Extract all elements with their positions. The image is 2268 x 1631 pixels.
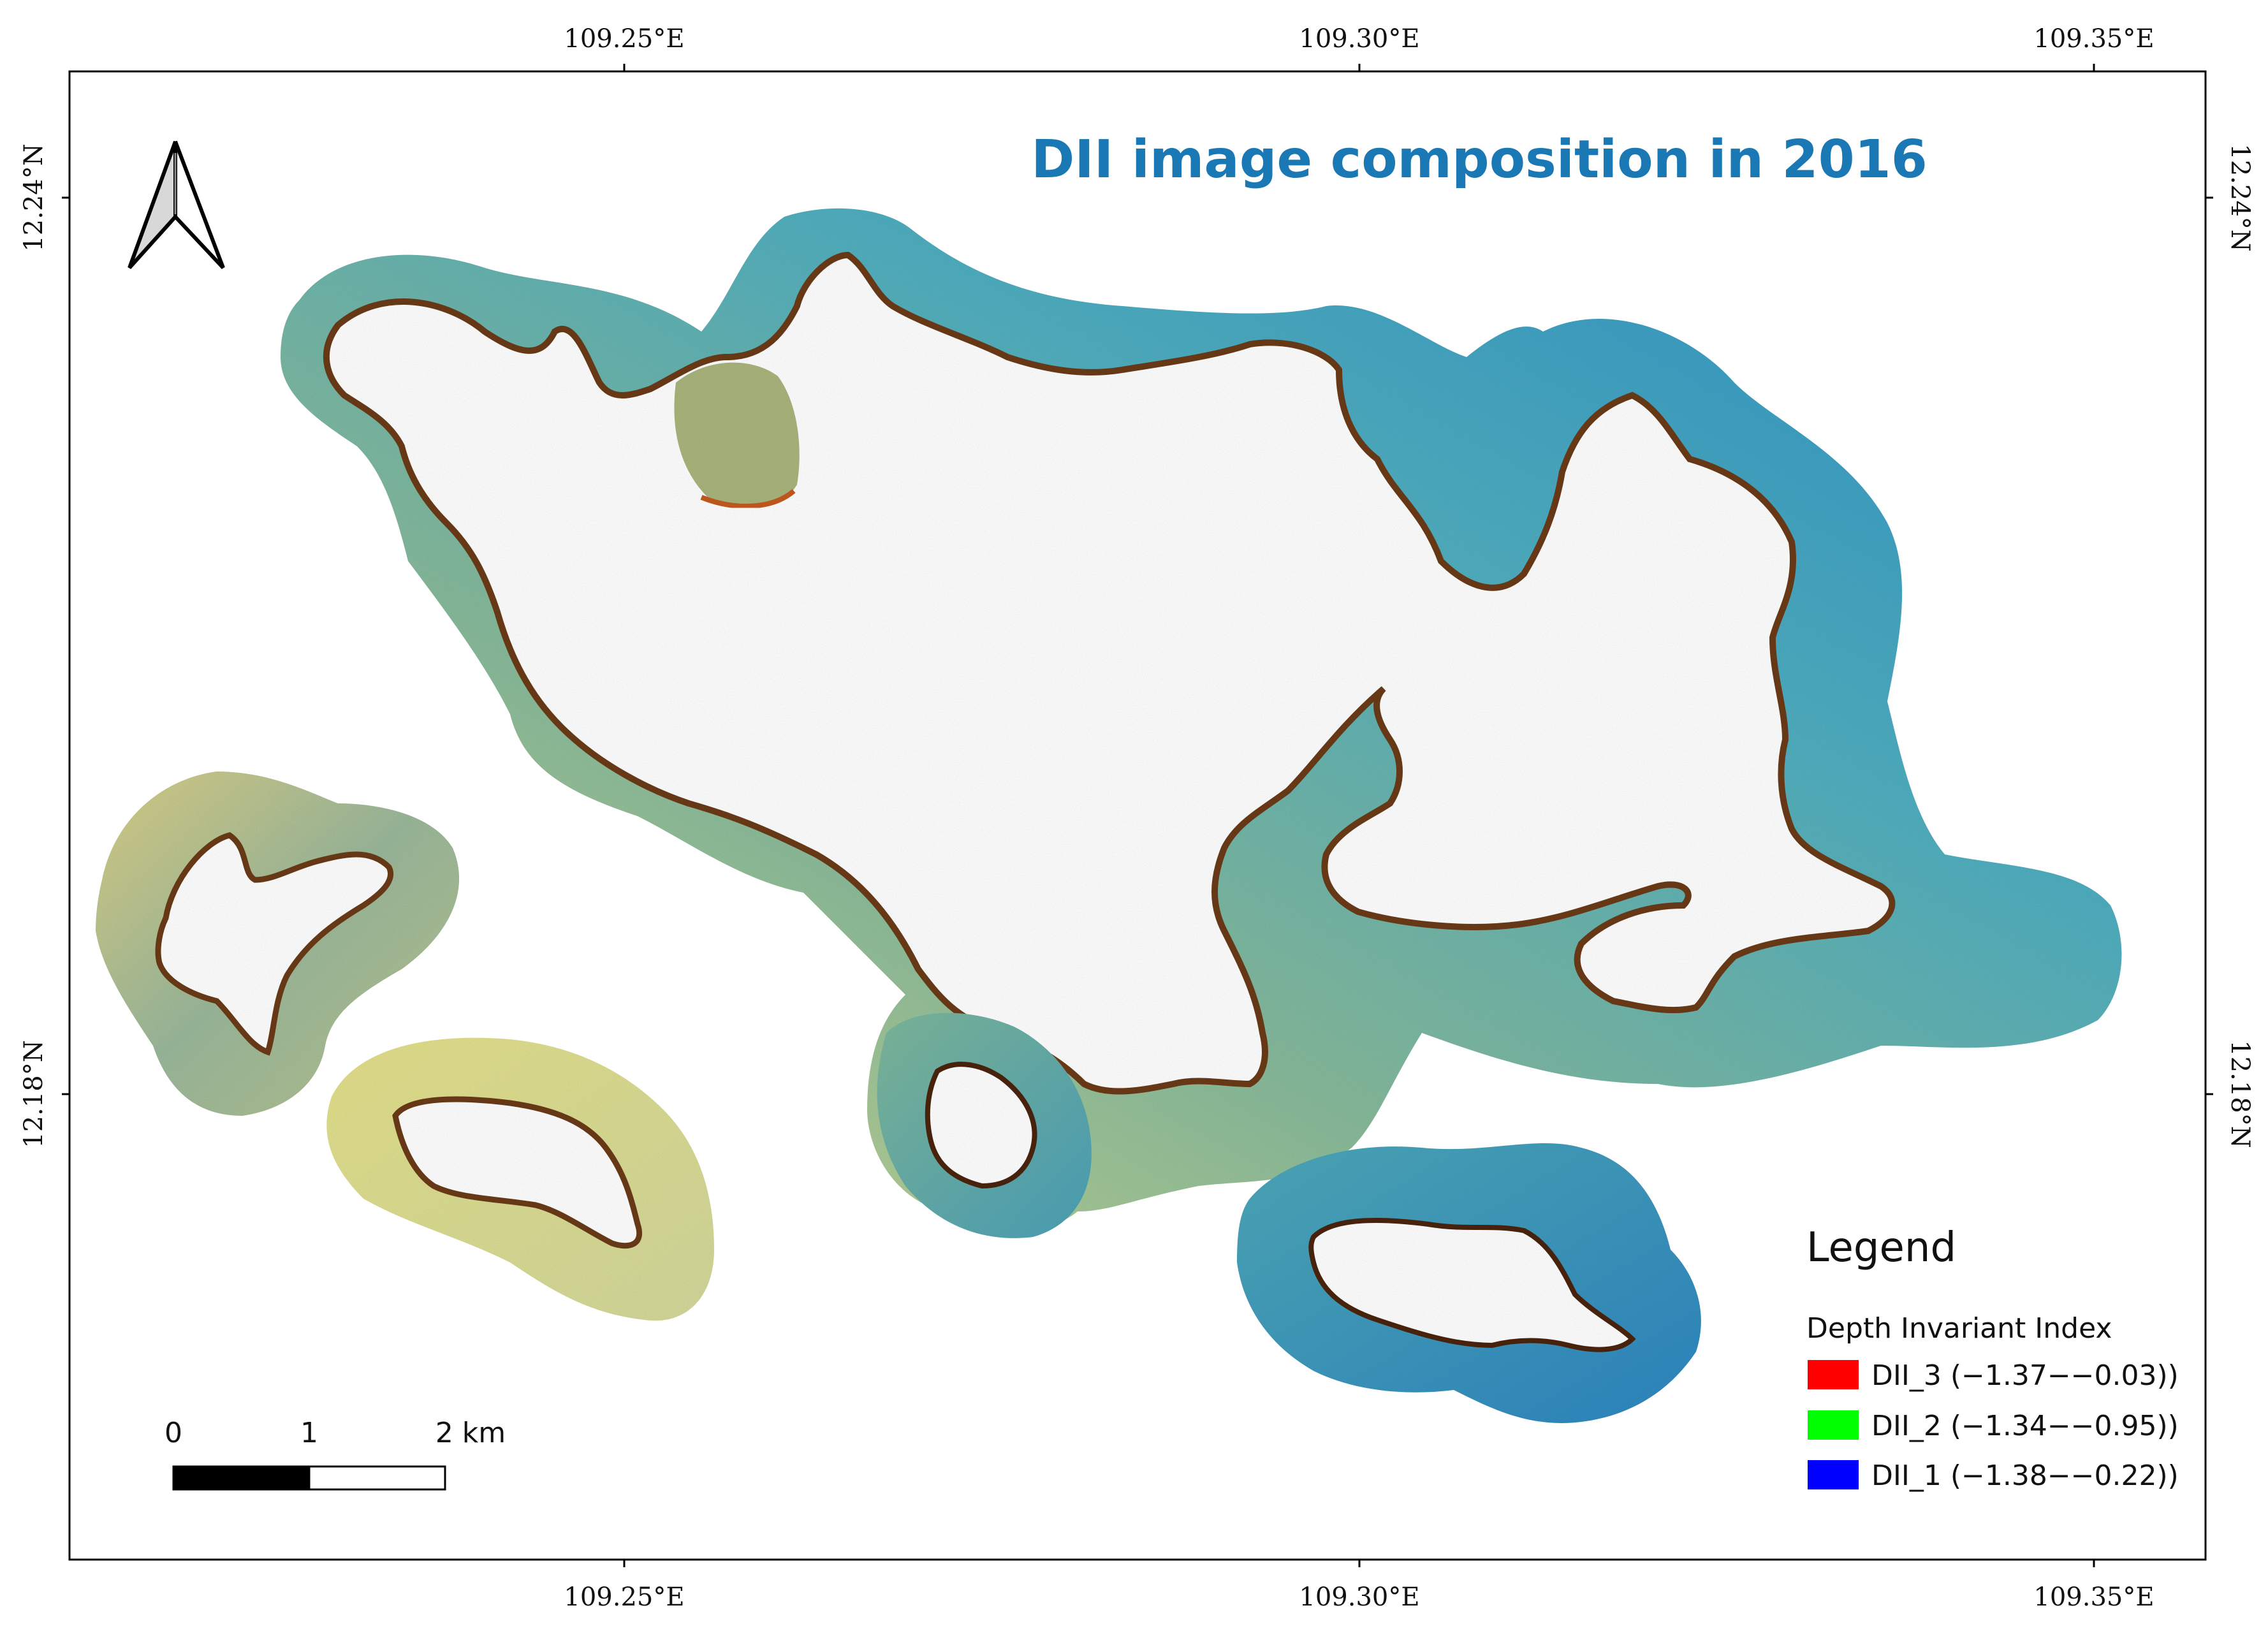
lat-label-right-2: 12.18°N bbox=[2225, 1040, 2255, 1148]
scale-label-1: 1 bbox=[300, 1417, 318, 1449]
lon-label-top-1: 109.25°E bbox=[564, 24, 684, 54]
legend-swatch-dii2 bbox=[1808, 1410, 1859, 1440]
lon-label-bottom-2: 109.30°E bbox=[1299, 1583, 1419, 1612]
reef-west bbox=[96, 772, 460, 1116]
legend: Legend Depth Invariant Index DII_3 (−1.3… bbox=[1806, 1224, 2179, 1492]
legend-heading: Legend bbox=[1806, 1224, 1956, 1271]
lon-label-top-3: 109.35°E bbox=[2033, 24, 2154, 54]
lon-label-bottom-3: 109.35°E bbox=[2033, 1583, 2154, 1612]
legend-swatch-dii3 bbox=[1808, 1360, 1859, 1389]
lat-label-right-1: 12.24°N bbox=[2225, 143, 2255, 252]
legend-swatch-dii1 bbox=[1808, 1460, 1859, 1489]
scale-bar: 0 1 2 km bbox=[165, 1417, 506, 1491]
scale-label-2: 2 km bbox=[435, 1417, 506, 1449]
north-arrow-icon bbox=[128, 140, 225, 270]
lon-label-top-2: 109.30°E bbox=[1299, 24, 1419, 54]
map-title: DII image composition in 2016 bbox=[1031, 129, 1928, 190]
lon-label-bottom-1: 109.25°E bbox=[564, 1583, 684, 1612]
scale-label-0: 0 bbox=[165, 1417, 182, 1449]
legend-item-dii3: DII_3 (−1.37−−0.03)) bbox=[1871, 1359, 2179, 1392]
legend-item-dii1: DII_1 (−1.38−−0.22)) bbox=[1871, 1459, 2179, 1492]
scale-segment-black bbox=[172, 1465, 311, 1491]
legend-item-dii2: DII_2 (−1.34−−0.95)) bbox=[1871, 1410, 2179, 1442]
lat-label-left-2: 12.18°N bbox=[19, 1040, 48, 1148]
graticule-ticks bbox=[62, 64, 2213, 1567]
reef-southwest bbox=[326, 1037, 714, 1321]
legend-subtitle: Depth Invariant Index bbox=[1806, 1312, 2112, 1345]
lat-label-left-1: 12.24°N bbox=[19, 143, 48, 252]
reef-small-center bbox=[877, 1013, 1092, 1238]
reef-south bbox=[1237, 1143, 1701, 1423]
scale-segment-white bbox=[308, 1465, 446, 1491]
reef-north-lobe bbox=[674, 362, 800, 509]
